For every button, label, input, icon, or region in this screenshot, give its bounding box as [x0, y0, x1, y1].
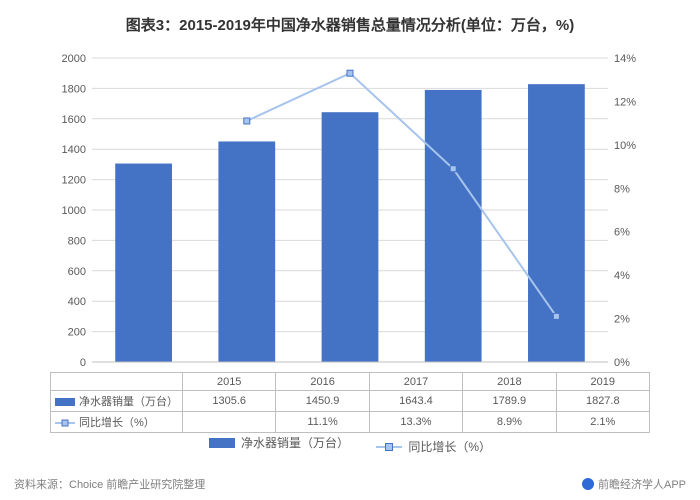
svg-text:0: 0 [80, 357, 86, 369]
svg-text:200: 200 [68, 327, 86, 339]
svg-text:1800: 1800 [62, 83, 86, 95]
svg-text:1000: 1000 [62, 205, 86, 217]
svg-text:8%: 8% [614, 183, 630, 195]
svg-text:0%: 0% [614, 357, 630, 369]
brand-icon [582, 478, 594, 490]
svg-text:2%: 2% [614, 314, 630, 326]
row-line-label: 同比增长（%） [79, 417, 155, 429]
legend-bar: 净水器销量（万台） [209, 434, 349, 451]
svg-text:2000: 2000 [62, 53, 86, 65]
svg-text:1200: 1200 [62, 175, 86, 187]
chart-area: 0 200 400 600 800 1000 1200 1400 1600 1800 2000 0% 2… [50, 50, 650, 370]
svg-text:10%: 10% [614, 140, 636, 152]
legend-line: 同比增长（%） [376, 438, 491, 455]
svg-text:12%: 12% [614, 96, 636, 108]
svg-text:600: 600 [68, 266, 86, 278]
svg-text:1400: 1400 [62, 144, 86, 156]
data-table: 20152016201720182019 净水器销量（万台）1305.61450… [50, 372, 650, 433]
row-bar-label: 净水器销量（万台） [79, 396, 178, 408]
svg-text:400: 400 [68, 296, 86, 308]
svg-text:4%: 4% [614, 270, 630, 282]
brand-text: 前瞻经济学人APP [582, 476, 686, 492]
source-text: 资料来源：Choice 前瞻产业研究院整理 [14, 476, 205, 492]
svg-text:14%: 14% [614, 53, 636, 65]
svg-text:1600: 1600 [62, 114, 86, 126]
svg-text:6%: 6% [614, 227, 630, 239]
chart-title: 图表3：2015-2019年中国净水器销售总量情况分析(单位：万台，%) [0, 0, 700, 45]
svg-text:800: 800 [68, 235, 86, 247]
legend: 净水器销量（万台） 同比增长（%） [0, 434, 700, 455]
